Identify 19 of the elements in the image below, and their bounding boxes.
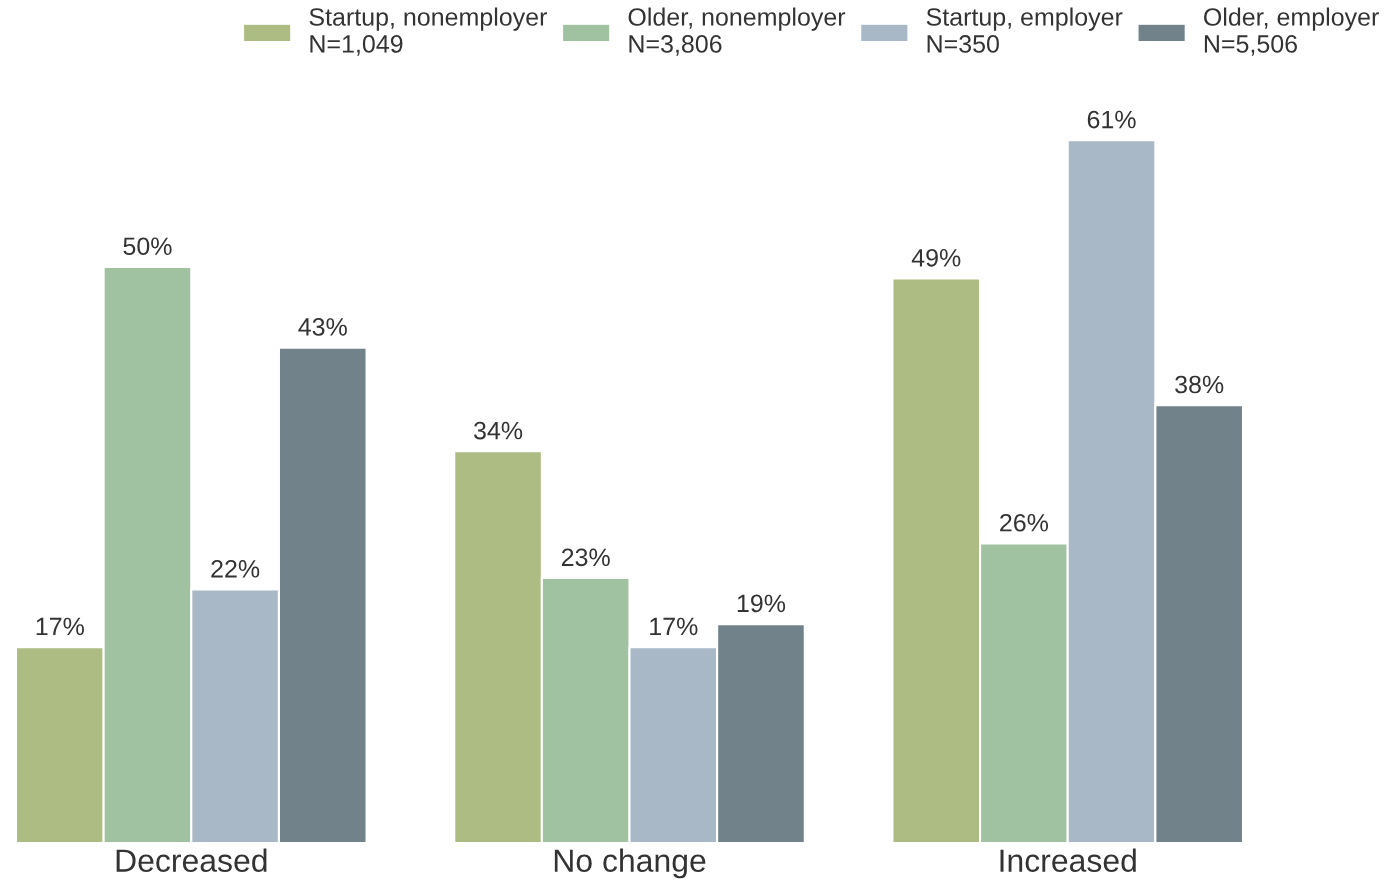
data-label: 19% bbox=[737, 594, 786, 613]
data-label: 61% bbox=[1087, 110, 1136, 129]
data-label: 50% bbox=[123, 237, 172, 256]
data-label: 43% bbox=[298, 318, 347, 336]
legend-label: Startup, employer N=350 bbox=[926, 7, 1123, 53]
data-label: 23% bbox=[561, 548, 610, 567]
data-label: 38% bbox=[1175, 375, 1224, 394]
x-tick-label: Decreased bbox=[116, 848, 267, 873]
legend-label: Older, nonemployer N=3,806 bbox=[628, 7, 846, 56]
legend-label: Older, employer N=5,506 bbox=[1204, 7, 1379, 56]
data-label: 22% bbox=[211, 559, 260, 578]
data-label: 26% bbox=[1000, 513, 1049, 532]
data-label: 17% bbox=[650, 617, 698, 636]
x-tick-label: No change bbox=[554, 848, 706, 879]
legend-label: Startup, nonemployer N=1,049 bbox=[309, 7, 548, 56]
data-label: 49% bbox=[911, 248, 961, 267]
data-label: 17% bbox=[36, 617, 84, 636]
x-tick-label: Increased bbox=[1000, 848, 1136, 873]
data-label: 34% bbox=[473, 421, 523, 440]
